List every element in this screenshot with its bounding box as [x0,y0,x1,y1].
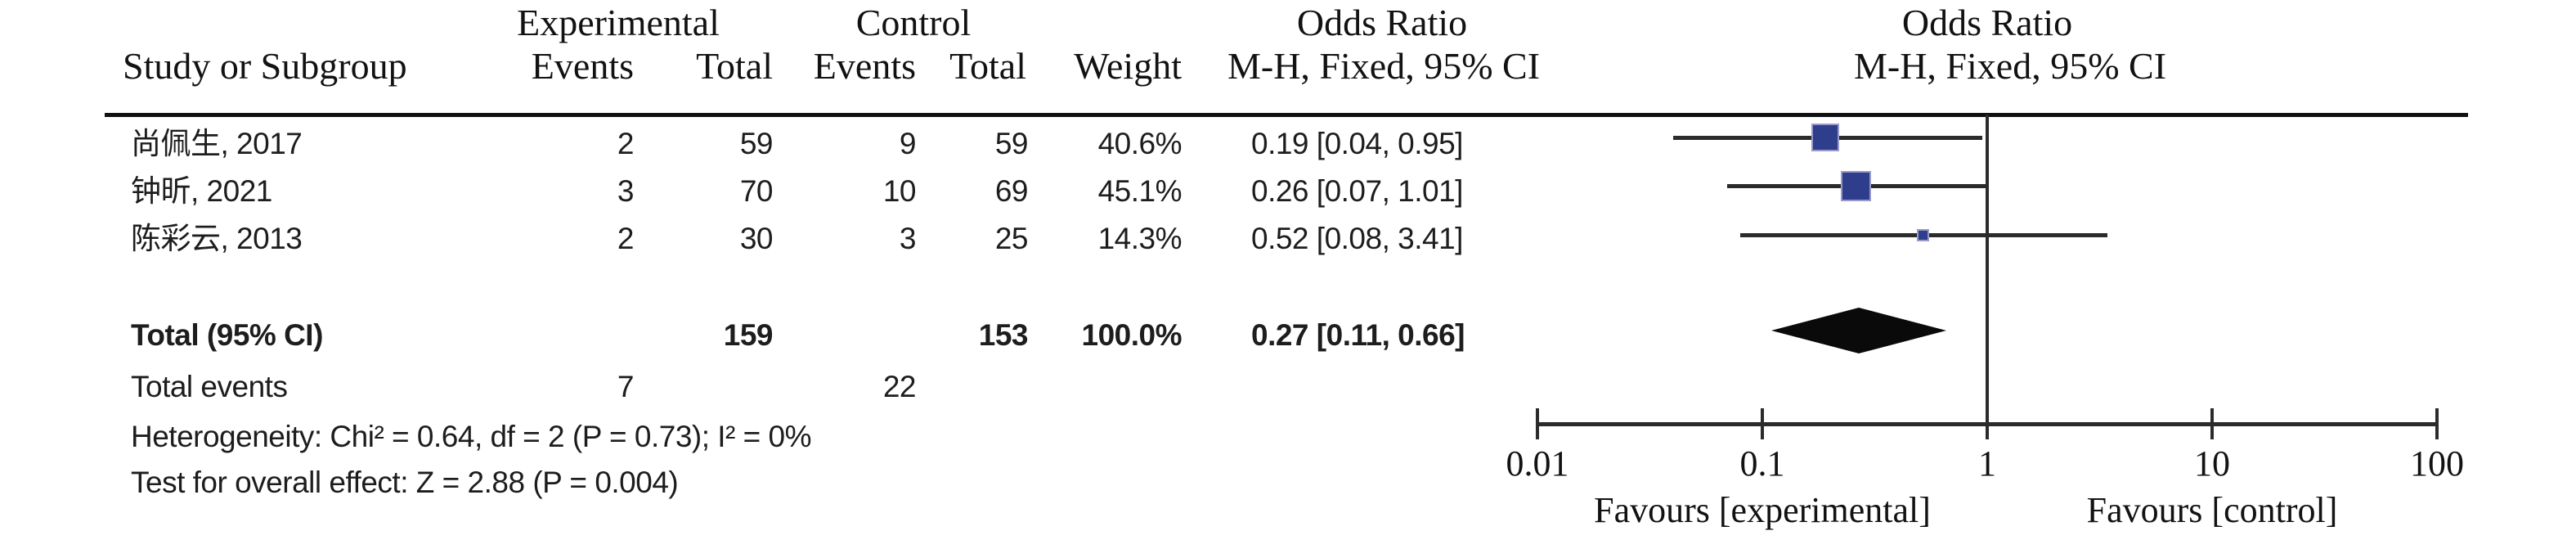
null-effect-line [1986,115,1989,438]
favours-experimental-label: Favours [experimental] [1594,490,1931,530]
weight-value: 40.6% [1097,127,1183,160]
x-axis-tick [2435,408,2439,439]
weight-square [1917,228,1930,241]
favours-control-label: Favours [control] [2086,490,2338,530]
ctrl-total: 69 [994,174,1029,208]
study-name: 钟昕, 2021 [131,174,272,208]
x-axis-tick [2210,408,2214,439]
weight-value: 45.1% [1097,174,1183,208]
total-or-ci-text: 0.27 [0.11, 0.66] [1251,318,1465,352]
or-ci-text: 0.19 [0.04, 0.95] [1251,127,1463,160]
weight-square [1840,170,1871,201]
col-header-weight: Weight [1074,45,1182,87]
axis-tick-label: 10 [2194,443,2230,484]
x-axis-tick [1761,408,1764,439]
exp-total: 59 [739,127,774,160]
col-header-exp-total: Total [696,45,773,87]
exp-events: 2 [617,222,635,255]
group-header-experimental: Experimental [517,2,720,43]
exp-events: 2 [617,127,635,160]
total-events-label: Total events [131,370,288,403]
total-row-label: Total (95% CI) [131,318,323,352]
weight-value: 14.3% [1097,222,1183,255]
axis-tick-label: 1 [1978,443,1996,484]
col-header-mh-fixed-ci-left: M-H, Fixed, 95% CI [1227,45,1541,87]
x-axis-tick [1536,408,1539,439]
column-group-odds-ratio-left: Odds Ratio [1296,2,1468,43]
total-events-ctrl: 22 [882,370,917,403]
col-header-mh-fixed-ci-right: M-H, Fixed, 95% CI [1853,45,2167,87]
exp-total: 30 [739,222,774,255]
or-ci-text: 0.26 [0.07, 1.01] [1251,174,1463,208]
heterogeneity-stats: Heterogeneity: Chi² = 0.64, df = 2 (P = … [131,420,812,453]
col-header-study: Study or Subgroup [123,45,407,87]
total-events-exp: 7 [617,370,635,403]
exp-events: 3 [617,174,635,208]
total-ctrl-total: 153 [978,318,1029,352]
exp-total: 70 [739,174,774,208]
overall-effect-test: Test for overall effect: Z = 2.88 (P = 0… [131,466,679,499]
ctrl-total: 25 [994,222,1029,255]
x-axis-tick [1986,408,1989,439]
group-header-control: Control [855,2,972,43]
header-divider-rule [105,113,2468,117]
col-header-exp-events: Events [531,45,634,87]
summary-diamond [1771,308,1947,353]
study-name: 尚佩生, 2017 [131,127,303,160]
ctrl-events: 3 [899,222,917,255]
ctrl-events: 10 [882,174,917,208]
axis-tick-label: 0.1 [1739,443,1785,484]
col-header-ctrl-total: Total [949,45,1026,87]
total-exp-total: 159 [723,318,774,352]
ctrl-total: 59 [994,127,1029,160]
axis-tick-label: 0.01 [1506,443,1569,484]
study-name: 陈彩云, 2013 [131,222,303,255]
weight-square [1811,124,1839,151]
axis-tick-label: 100 [2410,443,2464,484]
total-weight: 100.0% [1081,318,1183,352]
ctrl-events: 9 [899,127,917,160]
col-header-ctrl-events: Events [813,45,916,87]
or-ci-text: 0.52 [0.08, 3.41] [1251,222,1463,255]
column-group-odds-ratio-right: Odds Ratio [1901,2,2073,43]
